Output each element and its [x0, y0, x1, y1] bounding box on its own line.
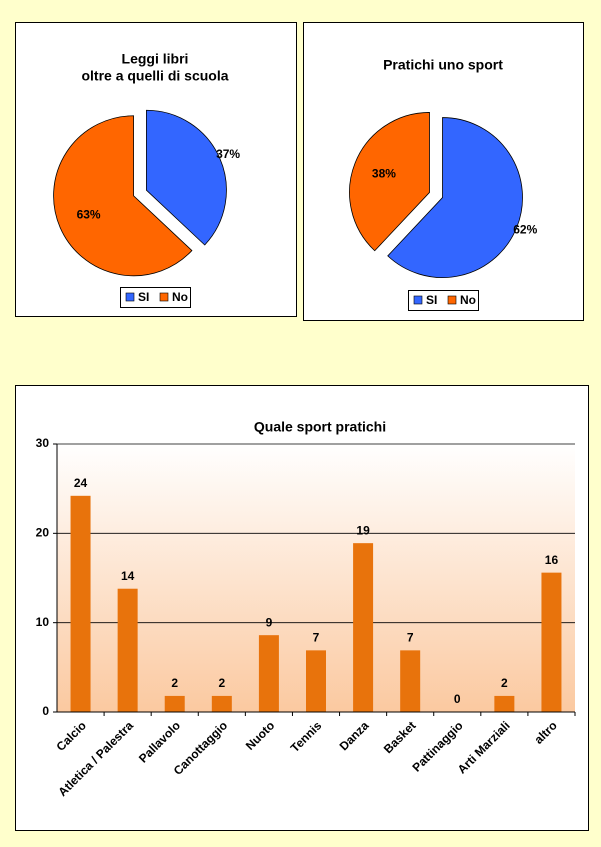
data-label: 9 [266, 615, 273, 629]
y-tick-label: 20 [36, 526, 50, 540]
pie-slice [146, 109, 227, 246]
data-label: 37% [216, 147, 240, 161]
chart-title: Leggi libri [122, 51, 189, 67]
pie-slice [387, 117, 523, 278]
data-label: 2 [171, 676, 178, 690]
legend-label: No [460, 293, 476, 307]
legend-swatch [159, 292, 169, 302]
bar [353, 543, 374, 712]
bar [541, 572, 562, 712]
data-label: 2 [218, 676, 225, 690]
data-label: 62% [513, 223, 537, 237]
y-tick-label: 10 [36, 615, 50, 629]
legend-swatch [447, 295, 457, 305]
data-label: 7 [407, 631, 414, 645]
bar [400, 650, 421, 712]
bar [70, 495, 91, 712]
data-label: 2 [501, 676, 508, 690]
legend-box [120, 287, 191, 308]
data-label: 19 [356, 523, 370, 537]
bar [494, 695, 515, 712]
pie-slice [349, 112, 430, 252]
chart-title: oltre a quelli di scuola [81, 68, 228, 84]
legend-swatch [125, 292, 135, 302]
data-label: 7 [313, 631, 320, 645]
bar [258, 635, 279, 712]
data-label: 0 [454, 692, 461, 706]
legend-label: No [172, 290, 188, 304]
bar [117, 588, 138, 712]
legend-box [408, 290, 479, 311]
bar [306, 650, 326, 712]
bar [164, 695, 185, 712]
y-tick-label: 30 [36, 436, 50, 450]
data-label: 14 [121, 569, 135, 583]
data-label: 16 [545, 553, 559, 567]
bar [211, 695, 232, 712]
legend-label: SI [426, 293, 437, 307]
data-label: 63% [77, 207, 101, 221]
chart-title: Quale sport pratichi [254, 419, 386, 435]
pie-slice [53, 115, 193, 277]
legend-label: SI [138, 290, 149, 304]
data-label: 38% [372, 167, 396, 181]
legend-swatch [413, 295, 423, 305]
y-tick-label: 0 [42, 704, 49, 718]
chart-title: Pratichi uno sport [383, 57, 503, 73]
data-label: 24 [74, 476, 88, 490]
